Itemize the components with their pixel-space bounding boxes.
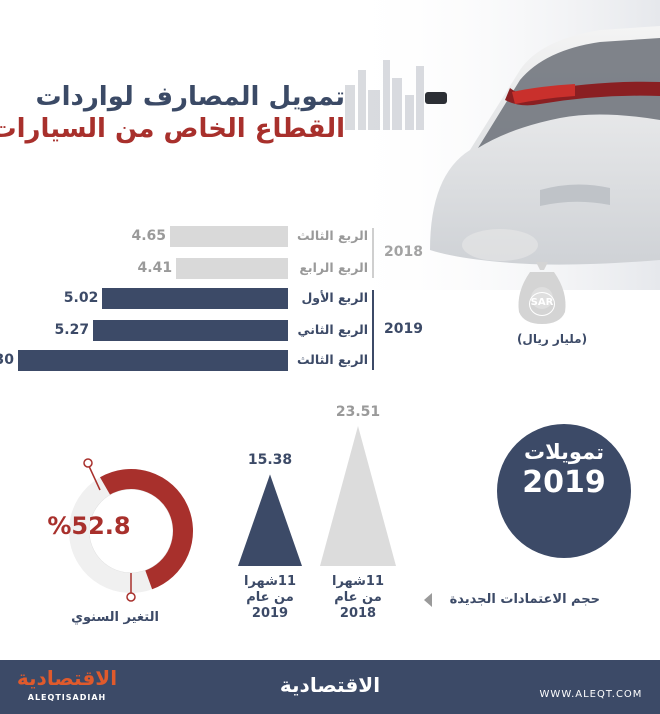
bracket-2018 <box>372 228 374 278</box>
triangle-value-label: 15.38 <box>247 452 293 469</box>
website-link[interactable]: WWW.ALEQT.COM <box>539 689 643 700</box>
year-label-2018: 2018 <box>384 244 423 260</box>
triangle-category-label: 2019 <box>251 606 289 621</box>
footer-bar <box>0 660 660 714</box>
bar-value-label: 5.27 <box>54 322 90 338</box>
bar-value-label: 5.02 <box>63 290 99 306</box>
triangle-bar-2019 <box>238 474 302 566</box>
quarter-label: الربع الأول <box>301 290 368 305</box>
financing-triangles <box>238 426 396 566</box>
quarter-label: الربع الرابع <box>299 260 368 275</box>
bar-2019-q3 <box>18 350 288 371</box>
brand-logo-center: الاقتصادية <box>279 673 381 697</box>
bar-2018-q2 <box>176 258 288 279</box>
legend-arrow-icon <box>424 593 432 607</box>
financing-title: تمويلات <box>523 440 605 464</box>
financing-description: حجم الاعتمادات الجديدة <box>449 592 600 607</box>
brand-logo-left: الاقتصادية <box>16 666 118 690</box>
triangle-bar-2018 <box>320 426 396 566</box>
unit-label: (مليار ريال) <box>516 332 588 346</box>
triangle-category-label: 2018 <box>339 606 377 621</box>
gauge-start-marker <box>83 458 93 468</box>
year-label-2019: 2019 <box>384 321 423 337</box>
bar-2018-q1 <box>170 226 288 247</box>
car-photo <box>340 0 660 290</box>
bracket-2019 <box>372 290 374 370</box>
triangle-category-label: من عام <box>334 590 382 605</box>
bar-value-label: 4.65 <box>131 228 166 244</box>
gauge-end-marker <box>126 592 136 602</box>
bar-value-label: 7.30 <box>0 352 14 368</box>
currency-badge: SAR <box>529 292 555 316</box>
annual-change-value: %52.8 <box>47 512 131 540</box>
headline-line-2: القطاع الخاص من السيارات <box>0 114 345 144</box>
quarter-label: الربع الثاني <box>297 322 368 337</box>
triangle-category-label: من عام <box>246 590 294 605</box>
triangle-category-label: 11شهرا <box>331 574 384 589</box>
headline-line-1: تمويل المصارف لواردات <box>35 82 345 112</box>
bar-value-label: 4.41 <box>137 260 173 276</box>
triangle-category-label: 11شهرا <box>243 574 296 589</box>
triangle-value-label: 23.51 <box>335 404 381 420</box>
annual-change-gauge <box>68 458 193 602</box>
financing-circle <box>497 424 631 558</box>
bar-2019-q2 <box>93 320 288 341</box>
bar-2019-q1 <box>102 288 288 309</box>
quarter-label: الربع الثالث <box>296 228 368 243</box>
gauge-fill <box>100 469 193 590</box>
quarter-label: الربع الثالث <box>296 352 368 367</box>
brand-logo-latin: ALEQTISADIAH <box>27 693 107 702</box>
financing-year: 2019 <box>522 465 606 500</box>
annual-change-label: التغير السنوي <box>71 610 159 625</box>
